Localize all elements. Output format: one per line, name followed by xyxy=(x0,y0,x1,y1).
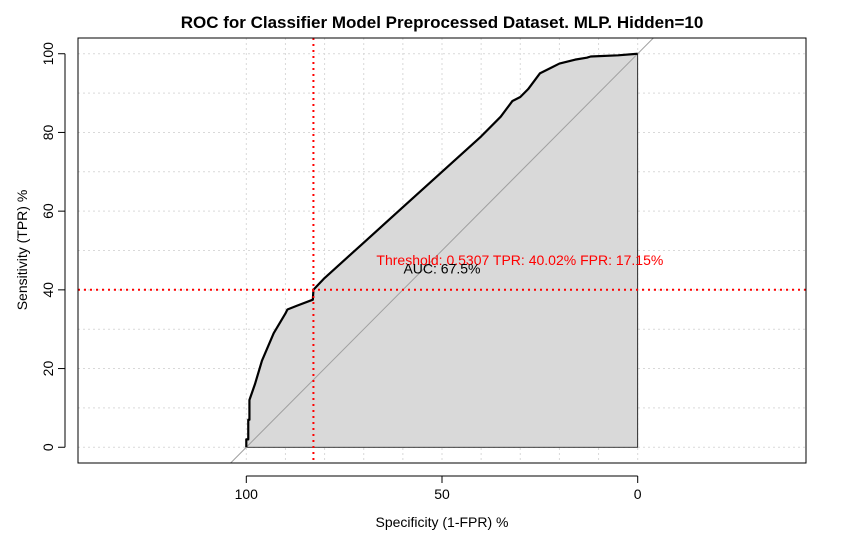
plot-frame xyxy=(77,37,807,464)
y-tick-label: 20 xyxy=(40,361,56,377)
x-axis-title: Specificity (1-FPR) % xyxy=(375,514,508,530)
diagonal-reference-line xyxy=(230,37,654,464)
diagonal-line xyxy=(230,37,654,464)
y-tick-label: 60 xyxy=(40,203,56,219)
chart-title: ROC for Classifier Model Preprocessed Da… xyxy=(181,13,704,32)
auc-label: AUC: 67.5% xyxy=(403,260,480,276)
threshold-lines xyxy=(78,38,806,463)
roc-curve xyxy=(245,52,638,448)
y-tick-label: 100 xyxy=(40,42,56,66)
annotations: Threshold: 0.5307 TPR: 40.02% FPR: 17.15… xyxy=(376,252,663,277)
axes: 100 50 0 0 20 40 60 80 100 xyxy=(40,42,642,502)
y-tick-label: 0 xyxy=(40,443,56,451)
y-axis-title: Sensitivity (TPR) % xyxy=(14,190,30,311)
x-tick-label: 0 xyxy=(634,486,642,502)
x-tick-label: 100 xyxy=(235,486,259,502)
y-tick-label: 40 xyxy=(40,282,56,298)
y-tick-label: 80 xyxy=(40,124,56,140)
threshold-label: Threshold: 0.5307 TPR: 40.02% FPR: 17.15… xyxy=(376,252,663,268)
x-tick-label: 50 xyxy=(434,486,450,502)
roc-curve-layer xyxy=(245,52,638,448)
